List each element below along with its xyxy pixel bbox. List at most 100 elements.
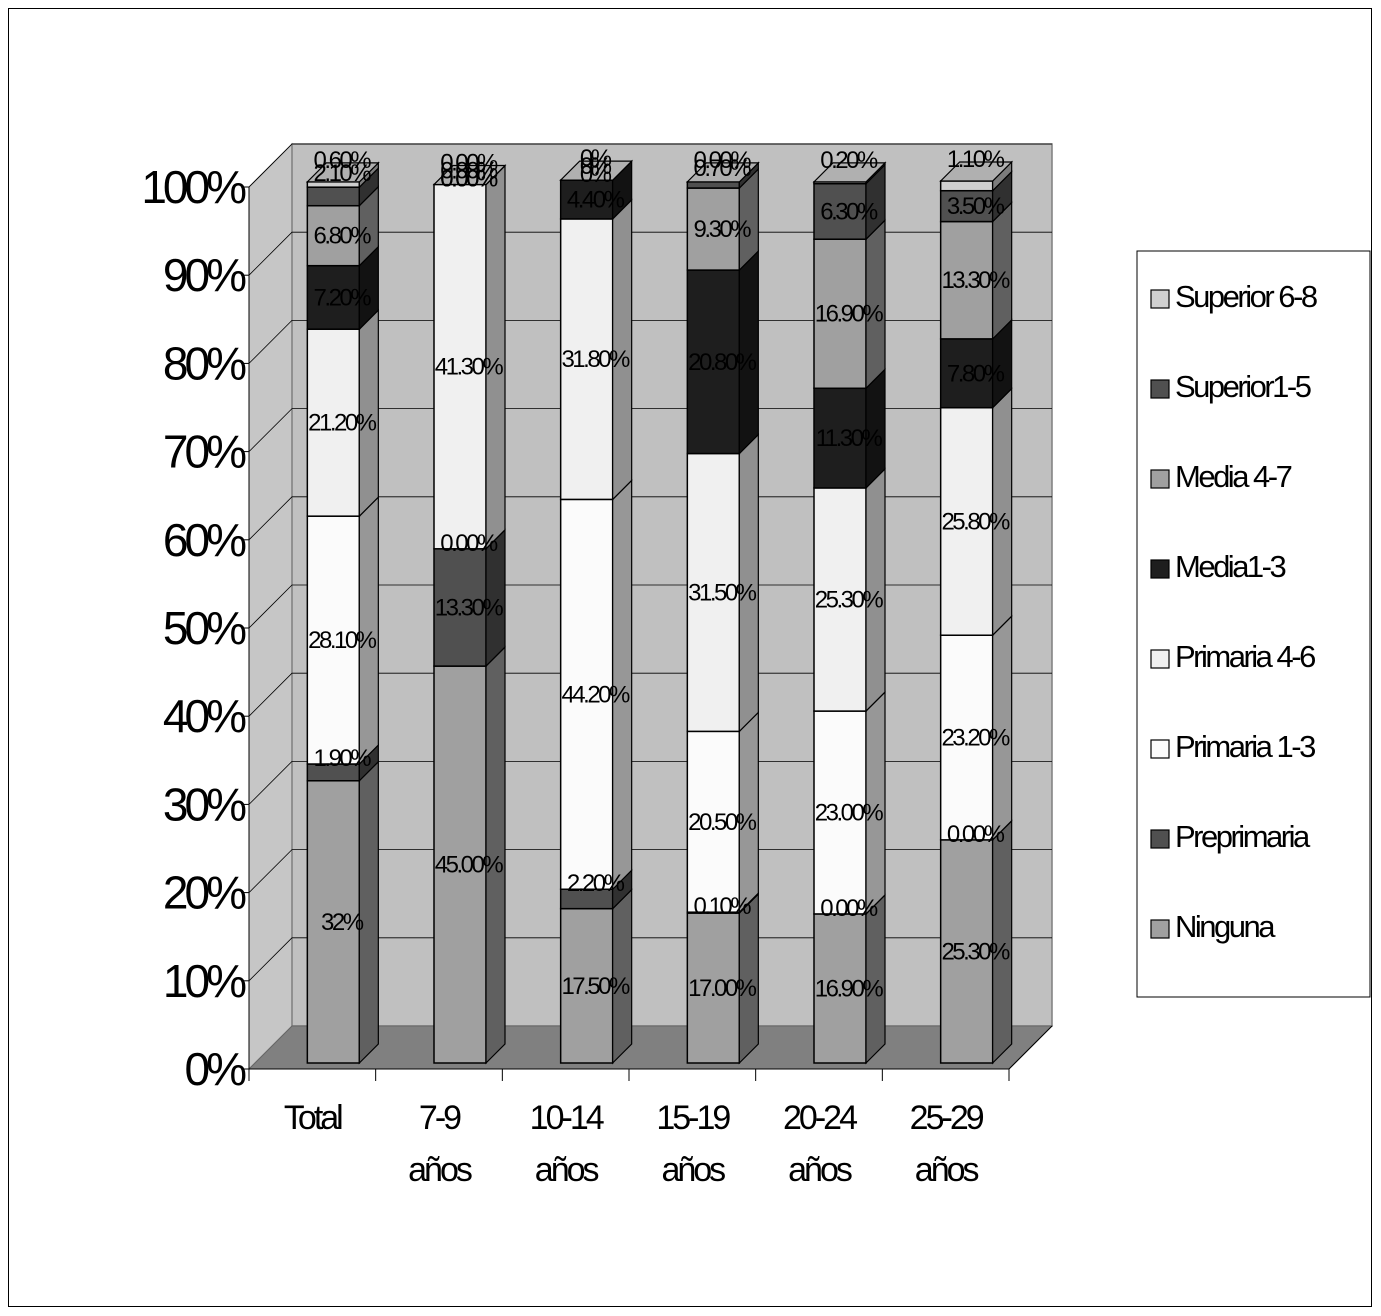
legend-swatch [1150,649,1170,669]
y-tick-label: 80% [163,337,246,389]
legend-swatch [1150,289,1170,309]
y-tick-label: 100% [141,161,246,213]
data-label: 0% [580,161,612,188]
bar-segment [559,498,614,890]
data-label: 6.80% [314,223,372,250]
bar-segment [433,183,487,550]
data-label: 0% [580,153,612,180]
x-tick-label: años [915,1151,979,1189]
legend-swatch [1150,739,1170,759]
data-label: 25.30% [815,587,884,614]
data-label: 9.30% [694,216,752,243]
data-label: 17.00% [688,975,757,1002]
bar-top [812,162,887,183]
data-label: 0.00% [694,147,752,174]
bar-segment-side [358,760,379,1065]
data-label: 28.10% [308,627,377,654]
gridline [248,937,1052,982]
data-label: 16.90% [815,301,884,328]
data-label: 31.50% [688,579,757,606]
y-tick-label: 60% [163,514,246,566]
x-tick-label: años [535,1151,599,1189]
data-label: 0% [580,145,612,172]
data-label: 2.20% [567,870,625,897]
data-label: 11.30% [816,425,883,452]
x-tick-label: 7-9 [419,1099,461,1137]
data-label: 0.70% [694,155,752,182]
data-label: 23.20% [941,725,1010,752]
bar-segment [939,406,994,636]
bar-segment [939,338,994,409]
bar-segment [813,913,867,1064]
y-tick-label: 30% [163,778,246,830]
data-label: 41.30% [435,354,504,381]
legend-swatch [1150,379,1170,399]
data-label: 25.30% [941,938,1010,965]
data-label: 25.80% [941,508,1010,535]
data-label: 0.00% [820,895,878,922]
data-label: 0.20% [820,147,878,174]
data-label: 13.30% [941,267,1010,294]
data-label: 16.90% [815,975,884,1002]
bar-top [559,160,634,181]
x-tick-label: 25-29 [910,1099,984,1137]
legend-label: Primaria 4-6 [1175,639,1315,674]
bar-segment [306,328,361,517]
data-label: 32% [321,909,364,936]
data-label: 0.10% [694,893,752,920]
legend-swatch [1150,919,1170,939]
bar-segment [686,452,741,733]
gridline [248,408,1052,452]
bar-segment [686,181,741,189]
y-tick-label: 20% [163,867,246,919]
legend-label: Superior 6-8 [1175,279,1317,314]
data-label: 1.10% [947,146,1005,173]
data-label: 0.00% [440,530,498,557]
x-tick-label: años [788,1151,852,1189]
data-label: 0.60% [314,147,372,174]
stacked-bar-chart: 0% 10% 20% 30% 40% 50% 60% 70% 80% 90% 100% 32% 1.90… [141,142,1371,1189]
bar-top [685,162,760,183]
y-tick-label: 50% [163,602,246,654]
data-label: 7.20% [314,284,372,311]
gridline [248,319,1052,364]
data-label: 0.00% [440,150,498,177]
bar-segment [306,264,361,330]
bar-segment [813,182,867,240]
x-tick-label: Total [284,1099,342,1137]
data-label: 0.00% [440,166,498,193]
bar-segment [686,269,741,455]
x-tick-label: años [661,1151,725,1189]
bar-segment [433,548,487,667]
bar-segment [306,515,361,765]
legend-label: Superior1-5 [1175,369,1311,404]
legend-swatch [1150,469,1170,489]
chart-frame: 0% 10% 20% 30% 40% 50% 60% 70% 80% 90% 100% 32% 1.90… [8,8,1372,1307]
bar-segment [813,238,867,390]
bar-top [939,161,1014,182]
data-label: 20.80% [688,349,757,376]
data-label: 7.80% [947,360,1005,387]
bar-top [432,164,507,186]
data-label: 0.00% [440,158,498,185]
gridline [248,231,1052,276]
data-label: 17.50% [561,973,630,1000]
data-label: 13.30% [435,594,504,621]
legend-label: Media1-3 [1175,549,1285,584]
bar-top [305,162,380,183]
legend [1136,250,1371,998]
bar-segment [306,780,361,1064]
y-tick-label: 70% [163,426,246,478]
bar-segment [813,487,867,712]
gridline [248,584,1052,629]
x-tick-label: 10-14 [530,1099,604,1137]
data-label: 23.00% [815,800,884,827]
bar-segment [306,186,361,207]
y-tick-label: 90% [163,249,246,301]
data-label: 1.90% [314,745,372,772]
gridline [248,849,1052,893]
gridline [248,496,1052,541]
data-label: 0.00% [947,821,1005,848]
gridline [248,143,1052,188]
data-label: 45.00% [435,852,504,879]
